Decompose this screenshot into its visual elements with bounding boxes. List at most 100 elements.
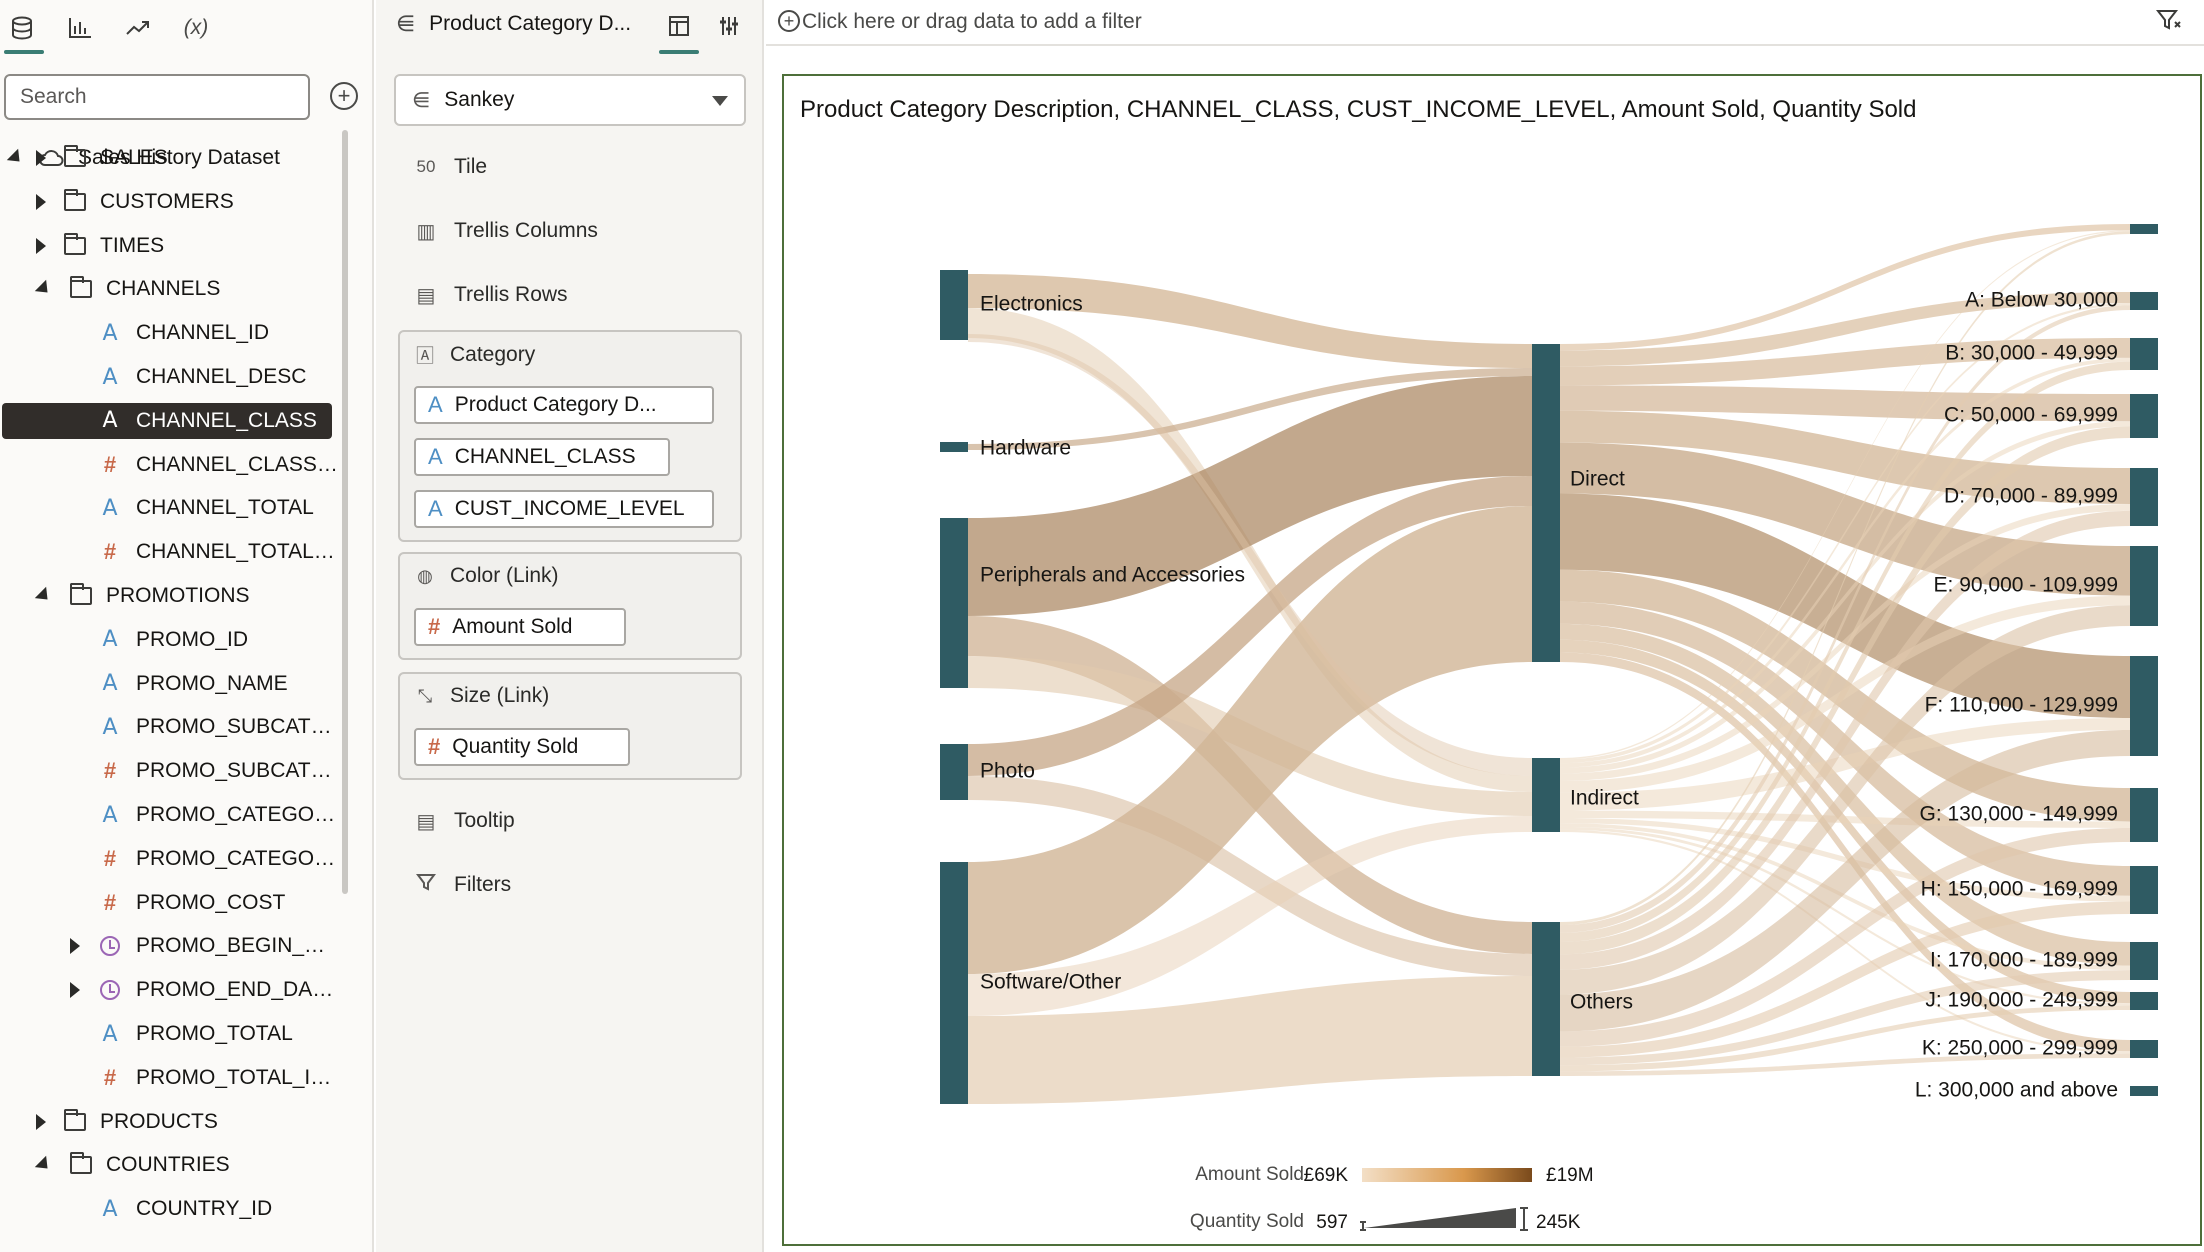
sankey-link[interactable] xyxy=(1560,292,2130,367)
sankey-link[interactable] xyxy=(1560,1005,2130,1072)
column-node[interactable]: A PROMO_CATEGO… xyxy=(100,797,335,833)
sankey-links[interactable] xyxy=(968,224,2130,1104)
column-node[interactable]: # CHANNEL_CLASS… xyxy=(100,447,338,483)
expand-icon[interactable] xyxy=(36,150,46,166)
column-node[interactable]: A PROMO_SUBCAT… xyxy=(100,709,331,745)
sankey-link[interactable] xyxy=(1560,303,2130,764)
sankey-node[interactable] xyxy=(1532,758,1560,832)
sankey-node[interactable] xyxy=(2130,292,2158,310)
sankey-node[interactable] xyxy=(2130,468,2158,526)
expand-icon[interactable] xyxy=(70,938,80,955)
column-node[interactable]: # PROMO_COST xyxy=(100,885,285,921)
sankey-link[interactable] xyxy=(1560,426,2130,955)
column-node[interactable]: A PROMO_ID xyxy=(100,622,248,658)
sankey-link[interactable] xyxy=(968,776,1532,976)
column-node[interactable]: A CHANNEL_ID xyxy=(100,315,269,351)
category-pill-channel-class[interactable]: A CHANNEL_CLASS xyxy=(414,438,670,476)
collapse-icon[interactable] xyxy=(34,1156,54,1175)
folder-node[interactable]: CUSTOMERS xyxy=(36,184,234,220)
sankey-link[interactable] xyxy=(968,816,1532,1016)
column-node[interactable]: PROMO_BEGIN_… xyxy=(70,928,325,964)
legend-size-markers[interactable] xyxy=(1360,1207,1528,1231)
size-drop-zone[interactable]: ⤡ Size (Link) # Quantity Sold xyxy=(398,672,742,780)
sankey-node[interactable] xyxy=(2130,866,2158,914)
sankey-link[interactable] xyxy=(1560,718,2130,811)
sankey-link[interactable] xyxy=(1560,605,2130,995)
legend-size-wedge[interactable] xyxy=(1364,1208,1516,1228)
sankey-link[interactable] xyxy=(968,376,1532,616)
folder-node[interactable]: TIMES xyxy=(36,228,164,264)
sankey-link[interactable] xyxy=(1560,510,2130,970)
column-node[interactable]: A PROMO_TOTAL xyxy=(100,1016,292,1052)
sankey-link[interactable] xyxy=(1560,901,2130,1058)
collapse-icon[interactable] xyxy=(34,586,54,606)
sankey-link[interactable] xyxy=(968,506,1532,974)
sankey-link[interactable] xyxy=(1560,1053,2130,1076)
folder-node[interactable]: COUNTRIES xyxy=(34,1147,230,1183)
sankey-visualization[interactable]: Product Category Description, CHANNEL_CL… xyxy=(782,74,2202,1246)
category-pill-income-level[interactable]: A CUST_INCOME_LEVEL xyxy=(414,490,714,528)
expand-icon[interactable] xyxy=(70,982,80,999)
database-icon[interactable] xyxy=(0,8,44,48)
sankey-link[interactable] xyxy=(1560,224,2130,351)
size-pill-quantity-sold[interactable]: # Quantity Sold xyxy=(414,728,630,766)
viz-name[interactable]: ⋹ Product Category D... xyxy=(396,6,631,42)
collapse-icon[interactable] xyxy=(34,280,54,299)
trend-icon[interactable] xyxy=(116,8,160,48)
sankey-node[interactable] xyxy=(2130,1086,2158,1096)
search-input[interactable] xyxy=(4,74,310,120)
sankey-node[interactable] xyxy=(2130,992,2158,1010)
folder-node[interactable]: PRODUCTS xyxy=(36,1104,218,1140)
trellis-columns-zone[interactable]: ▥ Trellis Columns xyxy=(414,214,598,248)
sankey-link[interactable] xyxy=(1560,305,2130,933)
sankey-link[interactable] xyxy=(968,368,1532,450)
color-pill-amount-sold[interactable]: # Amount Sold xyxy=(414,608,626,646)
folder-node[interactable]: SALES xyxy=(36,140,168,176)
tile-zone[interactable]: 50 Tile xyxy=(414,150,488,184)
sankey-chart[interactable]: Electronics Hardware Peripherals and Acces… xyxy=(784,76,2200,1244)
sankey-link[interactable] xyxy=(1560,823,2130,971)
sankey-node[interactable] xyxy=(2130,1040,2158,1058)
column-node[interactable]: # PROMO_SUBCAT… xyxy=(100,753,332,789)
tooltip-zone[interactable]: ▤ Tooltip xyxy=(414,804,515,838)
color-drop-zone[interactable]: ◍ Color (Link) # Amount Sold xyxy=(398,552,742,660)
trellis-rows-zone[interactable]: ▤ Trellis Rows xyxy=(414,278,568,312)
sankey-link[interactable] xyxy=(968,308,1532,792)
add-filter-icon[interactable]: + xyxy=(778,10,800,32)
sankey-node[interactable] xyxy=(940,862,968,1104)
sankey-node[interactable] xyxy=(2130,338,2158,370)
sankey-link[interactable] xyxy=(968,976,1532,1104)
properties-tab-icon[interactable] xyxy=(709,8,749,44)
sankey-node[interactable] xyxy=(2130,546,2158,626)
tree-scrollbar[interactable] xyxy=(342,130,348,894)
sankey-link[interactable] xyxy=(1560,410,2130,504)
sankey-link[interactable] xyxy=(1560,827,2130,1047)
sankey-node[interactable] xyxy=(2130,224,2158,234)
sankey-node[interactable] xyxy=(940,518,968,688)
sankey-link[interactable] xyxy=(1560,503,2130,781)
add-dataset-icon[interactable]: + xyxy=(330,82,358,110)
sankey-node[interactable] xyxy=(1532,344,1560,662)
filters-zone[interactable]: Filters xyxy=(414,868,511,902)
sankey-link[interactable] xyxy=(1560,231,2130,926)
folder-node[interactable]: CHANNELS xyxy=(34,271,220,307)
column-node[interactable]: A CHANNEL_CLASS xyxy=(2,402,332,439)
column-node[interactable]: # CHANNEL_TOTAL… xyxy=(100,534,335,570)
sankey-link[interactable] xyxy=(1560,385,2130,422)
column-node[interactable]: # PROMO_CATEGO… xyxy=(100,841,335,877)
sankey-link[interactable] xyxy=(1560,421,2130,774)
sankey-node[interactable] xyxy=(2130,394,2158,438)
expand-icon[interactable] xyxy=(36,1113,46,1130)
collapse-icon[interactable] xyxy=(6,148,26,168)
filter-bar[interactable]: + Click here or drag data to add a filte… xyxy=(766,0,2204,46)
sankey-nodes[interactable] xyxy=(940,224,2158,1104)
filter-placeholder[interactable]: Click here or drag data to add a filter xyxy=(802,10,1142,33)
sankey-link[interactable] xyxy=(1560,810,2130,828)
sankey-node[interactable] xyxy=(2130,942,2158,980)
column-node[interactable]: A CHANNEL_DESC xyxy=(100,359,306,395)
sankey-node[interactable] xyxy=(940,442,968,452)
category-pill-product[interactable]: A Product Category D... xyxy=(414,386,714,424)
sankey-link[interactable] xyxy=(1560,817,2130,902)
legend-color-gradient[interactable] xyxy=(1362,1168,1532,1182)
sankey-link[interactable] xyxy=(1560,357,2130,768)
